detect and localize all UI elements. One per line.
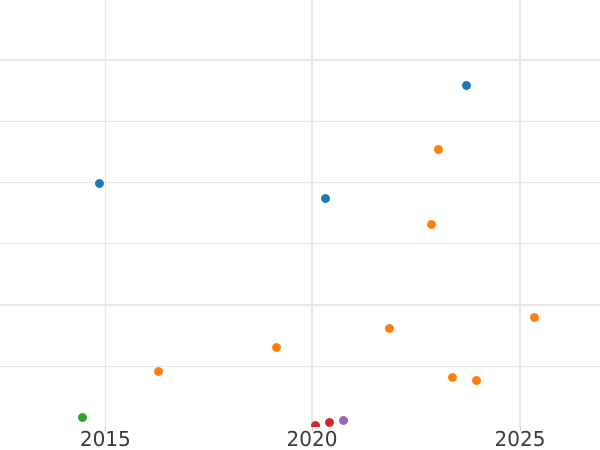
- h-gridline: [0, 365, 600, 368]
- data-point-series-blue: [94, 178, 104, 188]
- plot-area: [0, 0, 600, 427]
- x-tick-label: 2015: [79, 427, 131, 450]
- data-point-series-orange: [153, 367, 163, 377]
- v-gridline: [311, 0, 313, 427]
- x-tick-mark: [520, 427, 521, 431]
- h-gridline: [0, 59, 600, 61]
- v-gridline: [519, 0, 521, 427]
- x-tick-mark: [105, 427, 107, 431]
- h-gridline: [0, 242, 600, 245]
- h-gridline: [0, 181, 600, 184]
- data-point-series-green: [78, 412, 88, 422]
- x-tick-label: 2020: [286, 427, 338, 450]
- data-point-series-blue: [320, 193, 330, 203]
- data-point-series-orange: [271, 343, 281, 353]
- data-point-series-purple: [338, 416, 348, 426]
- data-point-series-red: [310, 420, 320, 427]
- data-point-series-orange: [447, 372, 457, 382]
- data-point-series-orange: [529, 312, 539, 322]
- data-point-series-orange: [433, 144, 443, 154]
- x-tick-label: 2025: [494, 427, 546, 450]
- data-point-series-orange: [384, 324, 394, 334]
- data-point-series-orange: [426, 219, 436, 229]
- data-point-series-orange: [472, 376, 482, 386]
- h-gridline: [0, 304, 600, 306]
- x-tick-mark: [312, 427, 313, 431]
- v-gridline: [104, 0, 107, 427]
- data-point-series-blue: [461, 80, 471, 90]
- data-point-series-red: [324, 418, 334, 427]
- h-gridline: [0, 120, 600, 123]
